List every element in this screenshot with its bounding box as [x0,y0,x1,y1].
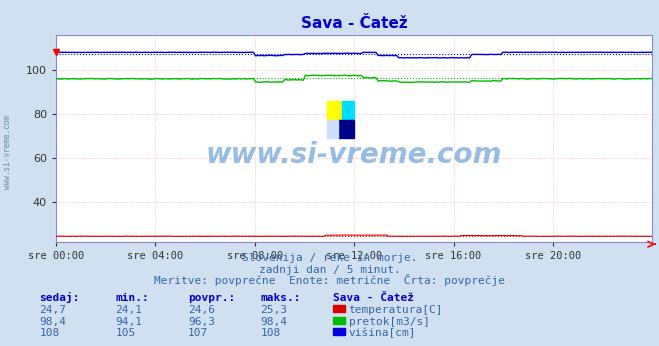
Text: 25,3: 25,3 [260,305,287,315]
Text: 108: 108 [40,328,60,338]
Bar [342,101,355,120]
Text: www.si-vreme.com: www.si-vreme.com [3,115,13,189]
Text: pretok[m3/s]: pretok[m3/s] [349,317,430,327]
Text: 24,6: 24,6 [188,305,215,315]
Text: temperatura[C]: temperatura[C] [349,305,443,315]
Text: Slovenija / reke in morje.: Slovenija / reke in morje. [242,253,417,263]
Text: povpr.:: povpr.: [188,293,235,303]
Text: zadnji dan / 5 minut.: zadnji dan / 5 minut. [258,265,401,275]
Bar [338,120,355,138]
Text: 98,4: 98,4 [260,317,287,327]
Text: 96,3: 96,3 [188,317,215,327]
Text: 107: 107 [188,328,208,338]
Text: 98,4: 98,4 [40,317,67,327]
Text: višina[cm]: višina[cm] [349,327,416,338]
Text: Sava - Čatež: Sava - Čatež [333,293,414,303]
Title: Sava - Čatež: Sava - Čatež [301,16,407,31]
Text: Meritve: povprečne  Enote: metrične  Črta: povprečje: Meritve: povprečne Enote: metrične Črta:… [154,274,505,286]
Text: 24,1: 24,1 [115,305,142,315]
Text: 108: 108 [260,328,281,338]
Bar [328,101,342,120]
Text: 105: 105 [115,328,136,338]
Text: sedaj:: sedaj: [40,292,80,303]
Bar [328,120,338,138]
Text: www.si-vreme.com: www.si-vreme.com [206,141,502,169]
Text: maks.:: maks.: [260,293,301,303]
Text: 94,1: 94,1 [115,317,142,327]
Text: min.:: min.: [115,293,149,303]
Text: 24,7: 24,7 [40,305,67,315]
